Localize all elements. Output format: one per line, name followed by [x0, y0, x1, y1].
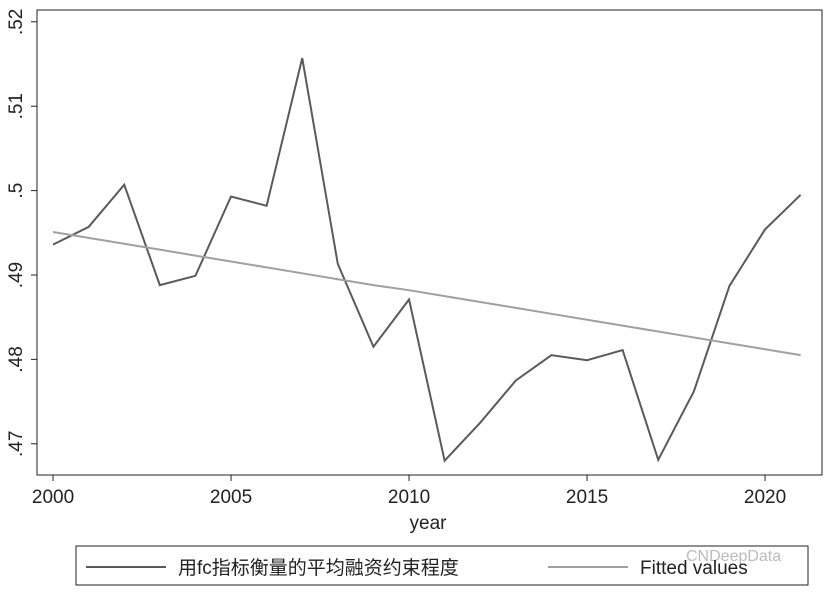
y-tick-label: .51 [6, 93, 27, 119]
x-axis-label: year [410, 513, 448, 534]
y-tick-label: .48 [6, 346, 27, 372]
x-tick-label: 2015 [566, 487, 608, 508]
x-tick-label: 2005 [210, 487, 252, 508]
series-line [52, 57, 802, 463]
y-tick-label: .5 [6, 183, 27, 199]
series-line [52, 230, 801, 357]
x-tick-label: 2000 [32, 487, 74, 508]
y-tick-label: .49 [6, 262, 27, 288]
x-tick-label: 2010 [388, 487, 430, 508]
y-tick-label: .52 [6, 9, 27, 35]
y-tick-label: .47 [6, 431, 27, 457]
watermark: CNDeepData [686, 548, 781, 565]
x-tick-label: 2020 [744, 487, 786, 508]
plot-frame [36, 9, 823, 476]
legend-label: 用fc指标衡量的平均融资约束程度 [178, 557, 459, 579]
legend-label: Fitted values [640, 558, 748, 579]
legend-box [75, 545, 809, 586]
